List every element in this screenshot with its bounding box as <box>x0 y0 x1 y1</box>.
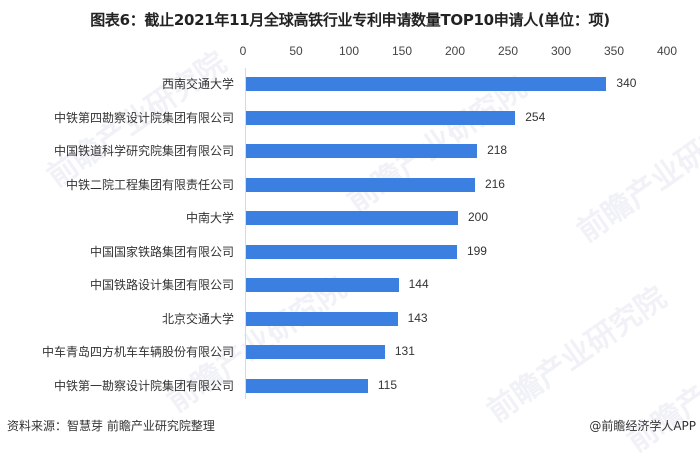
chart-title: 图表6：截止2021年11月全球高铁行业专利申请数量TOP10申请人(单位：项) <box>90 11 610 29</box>
bar <box>246 177 475 192</box>
x-tick-label: 250 <box>497 44 519 58</box>
bar-value-label: 216 <box>484 176 505 191</box>
bar-row: 北京交通大学 143 <box>0 310 700 326</box>
category-label: 中国铁道科学研究院集团有限公司 <box>53 144 234 158</box>
x-tick-label: 150 <box>391 44 413 58</box>
credit-note: @前瞻经济学人APP <box>589 419 696 433</box>
bar-value-label: 144 <box>408 277 429 291</box>
x-tick-label: 0 <box>239 44 247 58</box>
source-note: 资料来源：智慧芽 前瞻产业研究院整理 <box>7 419 215 433</box>
x-tick-label: 300 <box>550 44 572 58</box>
bar <box>246 144 478 158</box>
bar <box>246 378 368 393</box>
x-tick-label: 50 <box>289 44 303 58</box>
category-label: 北京交通大学 <box>161 311 234 326</box>
bar-row: 中铁二院工程集团有限责任公司 216 <box>0 176 700 192</box>
bar-value-label: 115 <box>377 377 398 392</box>
bar <box>246 77 607 91</box>
bar <box>246 244 457 259</box>
bar-value-label: 199 <box>466 243 487 258</box>
bar-row: 西南交通大学 340 <box>0 76 700 91</box>
category-label: 中铁第四勘察设计院集团有限公司 <box>53 110 234 125</box>
category-label: 中铁第一勘察设计院集团有限公司 <box>53 378 234 393</box>
bar-row: 中国铁路设计集团有限公司 144 <box>0 277 700 292</box>
x-tick-label: 100 <box>338 44 360 58</box>
bar-value-label: 131 <box>394 344 415 358</box>
category-label: 西南交通大学 <box>161 77 234 91</box>
bar-row: 中铁第四勘察设计院集团有限公司 254 <box>0 109 700 125</box>
bar <box>246 110 516 125</box>
bar-row: 中车青岛四方机车车辆股份有限公司 131 <box>0 344 700 359</box>
category-label: 中国铁路设计集团有限公司 <box>89 278 234 292</box>
bar-row: 中铁第一勘察设计院集团有限公司 115 <box>0 377 700 393</box>
bar <box>246 311 398 326</box>
bar <box>246 211 458 225</box>
bar-row: 中国国家铁路集团有限公司 199 <box>0 243 700 259</box>
bar-row: 中南大学 200 <box>0 210 700 225</box>
y-axis-line <box>245 68 246 399</box>
x-tick-label: 400 <box>656 44 678 58</box>
bar-row: 中国铁道科学研究院集团有限公司 218 <box>0 143 700 158</box>
bar <box>246 345 385 359</box>
bar-value-label: 200 <box>468 210 489 224</box>
bar-value-label: 254 <box>525 109 546 124</box>
x-tick-label: 350 <box>603 44 625 58</box>
category-label: 中国国家铁路集团有限公司 <box>89 244 234 259</box>
category-label: 中车青岛四方机车车辆股份有限公司 <box>41 345 234 359</box>
bar-value-label: 340 <box>616 76 637 90</box>
category-label: 中铁二院工程集团有限责任公司 <box>65 177 234 192</box>
category-label: 中南大学 <box>185 211 234 225</box>
bar-value-label: 218 <box>487 143 508 157</box>
x-tick-label: 200 <box>444 44 466 58</box>
bar-value-label: 143 <box>407 310 428 325</box>
bar <box>246 278 399 292</box>
